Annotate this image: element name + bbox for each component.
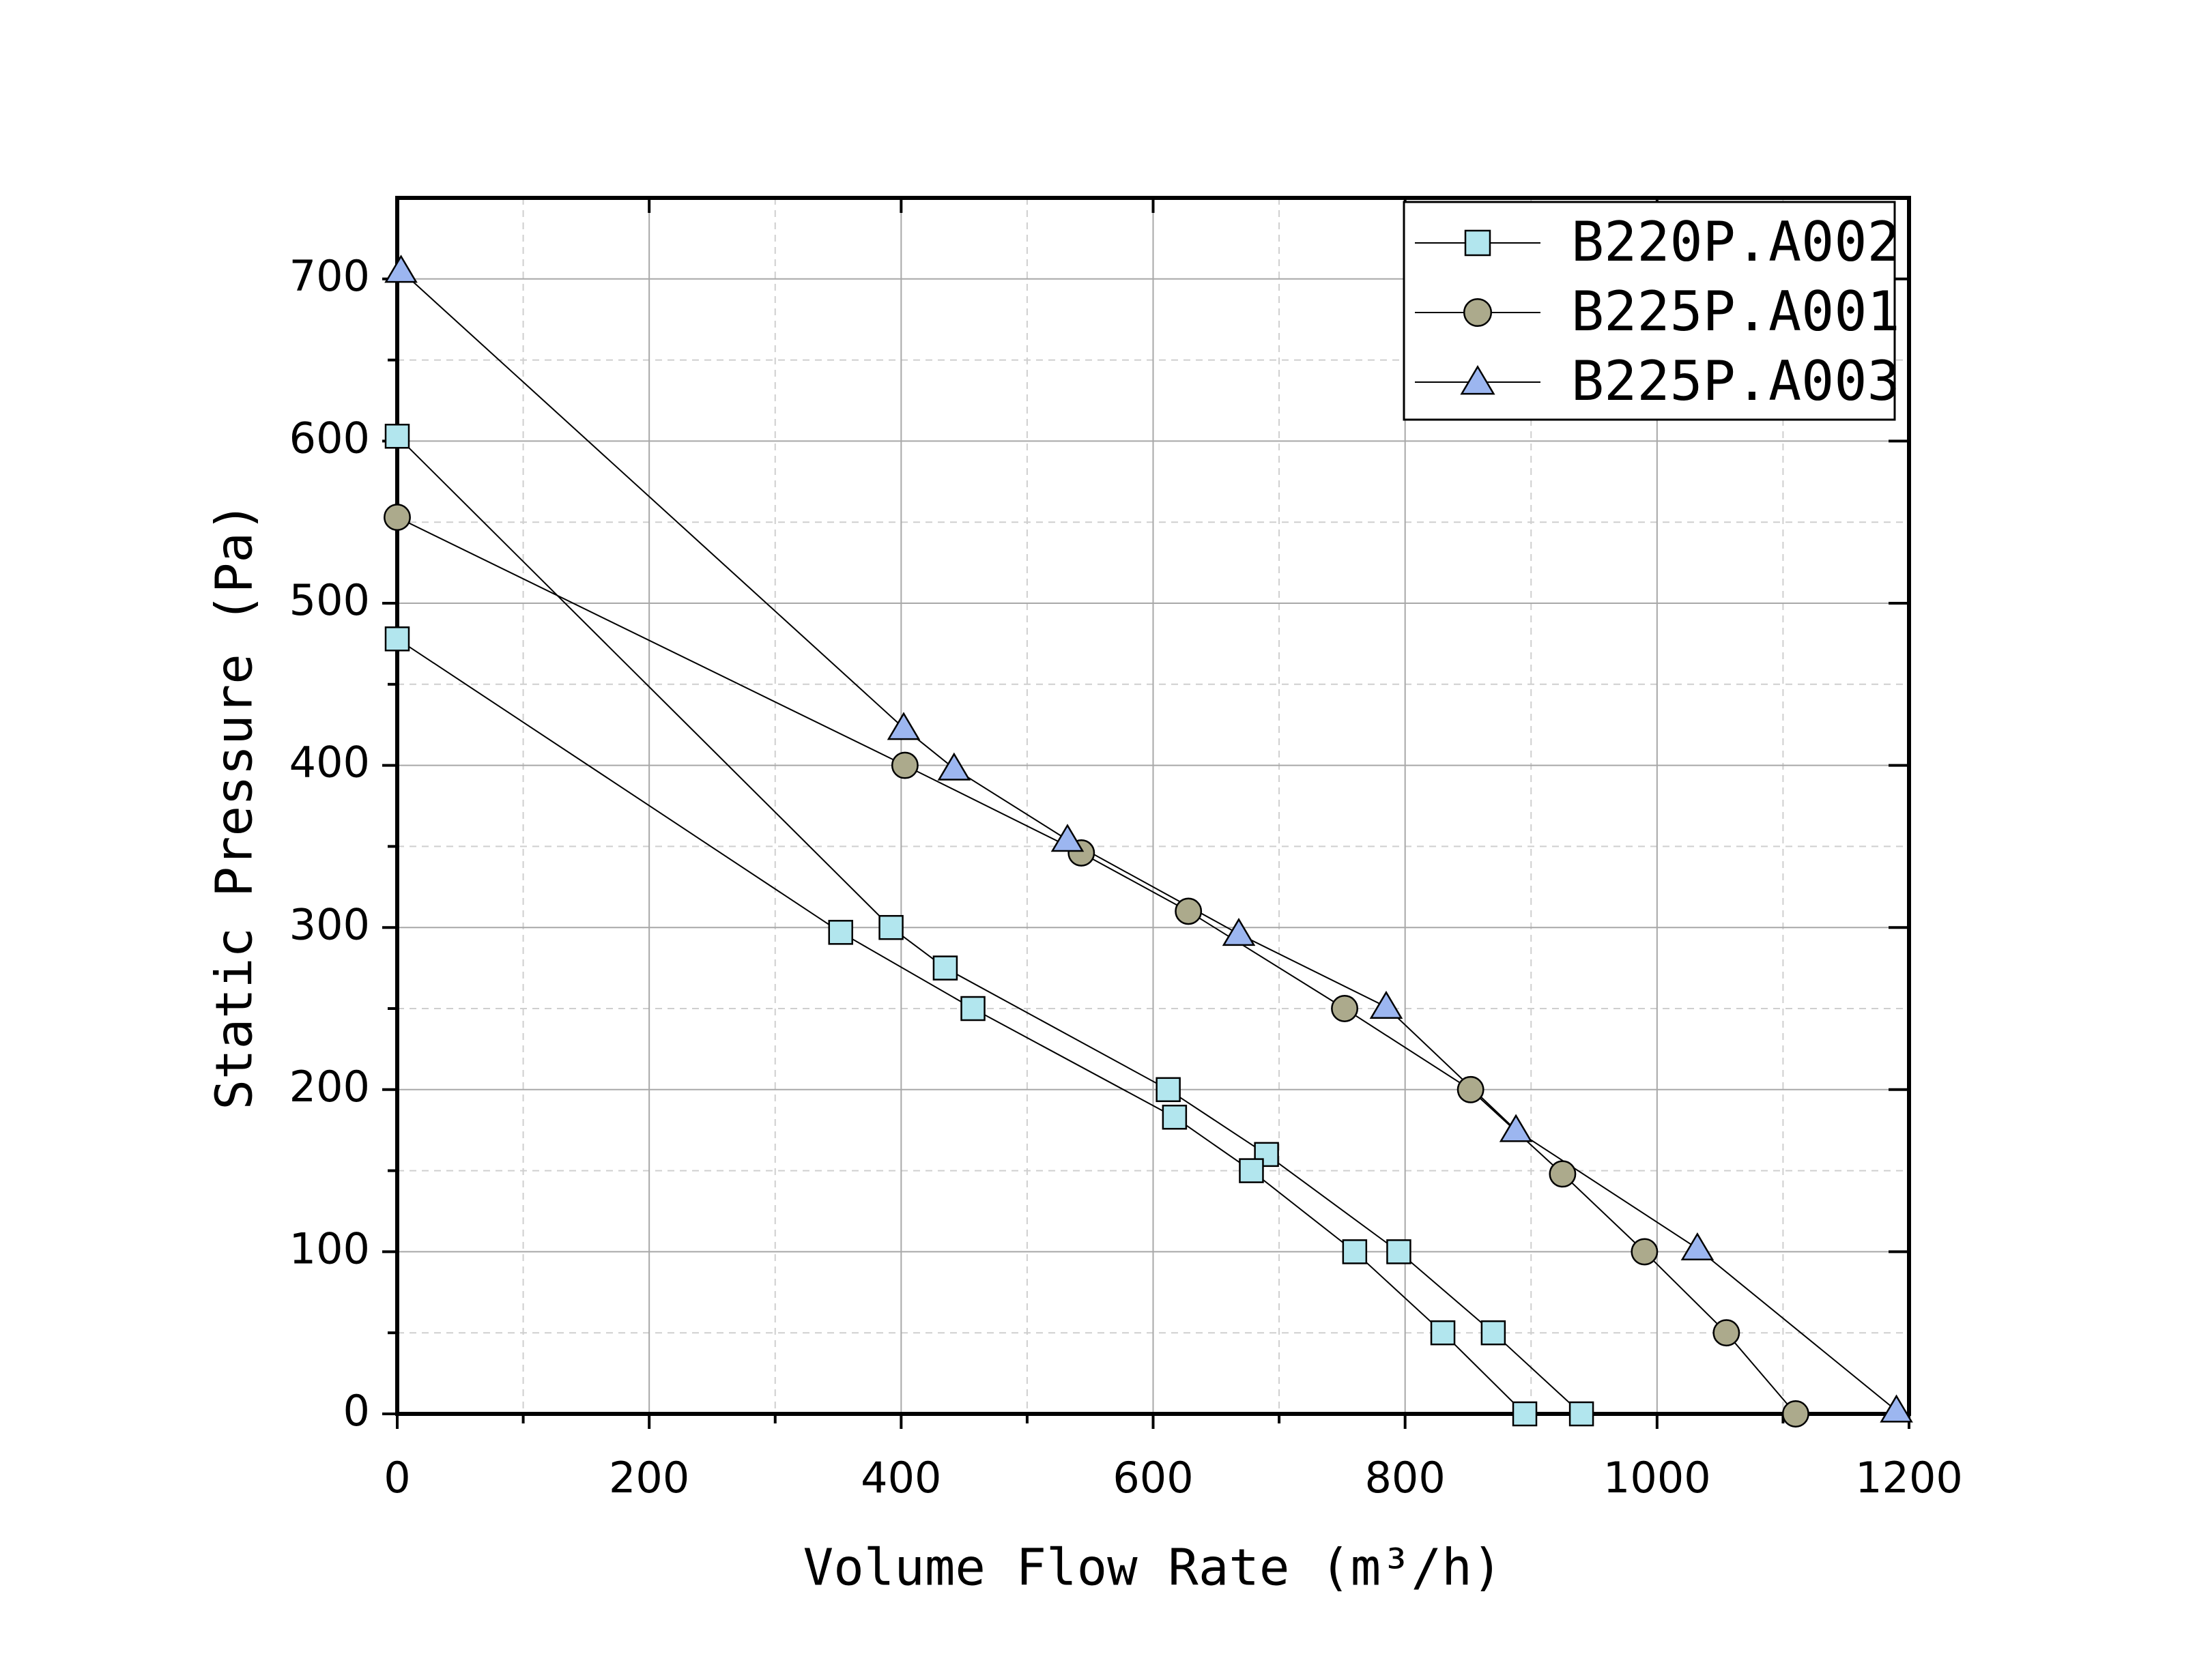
marker-circle [891, 751, 919, 779]
marker-square [1480, 1320, 1506, 1346]
marker-circle [1549, 1160, 1577, 1188]
marker-square [384, 626, 410, 652]
marker-square [1239, 1158, 1264, 1183]
series-line [397, 435, 1582, 1415]
marker-circle [1712, 1319, 1740, 1347]
y-tick-label: 500 [289, 575, 370, 625]
marker-square [1342, 1239, 1368, 1264]
marker-circle [384, 504, 411, 532]
marker-triangle [1050, 824, 1085, 852]
marker-circle [1631, 1238, 1659, 1266]
x-tick-label: 600 [1113, 1453, 1193, 1503]
marker-square [878, 914, 904, 940]
series-line [397, 517, 1796, 1415]
x-tick-label: 0 [384, 1453, 410, 1503]
legend-label: B220P.A002 [1571, 210, 1900, 274]
y-tick-label: 400 [289, 738, 370, 787]
x-tick-label: 800 [1364, 1453, 1445, 1503]
x-tick-label: 400 [861, 1453, 941, 1503]
marker-square [1386, 1239, 1411, 1264]
marker-square [932, 955, 958, 981]
marker-triangle [1222, 917, 1256, 946]
marker-square [1464, 229, 1491, 257]
y-tick-label: 200 [289, 1062, 370, 1112]
legend-label: B225P.A001 [1571, 280, 1900, 343]
legend-label: B225P.A003 [1571, 349, 1900, 413]
marker-triangle [1880, 1394, 1913, 1423]
marker-square [1156, 1077, 1181, 1103]
series-line [400, 270, 1897, 1412]
x-tick-label: 200 [609, 1453, 689, 1503]
marker-triangle [1680, 1232, 1715, 1261]
marker-triangle [887, 712, 921, 740]
marker-triangle [937, 752, 971, 781]
y-tick-label: 100 [289, 1223, 370, 1273]
marker-circle [1175, 897, 1203, 925]
marker-triangle [1499, 1114, 1533, 1142]
marker-square [828, 920, 853, 945]
marker-triangle [1460, 365, 1495, 395]
marker-square [1512, 1401, 1538, 1427]
plot-layer: 0 200 400 600 800 1000 1200 0 100 200 300 400 500 600… [289, 196, 1963, 1503]
marker-circle [1457, 1075, 1484, 1103]
y-tick-label: 300 [289, 899, 370, 949]
marker-square [960, 996, 986, 1022]
y-tick-label: 0 [343, 1386, 370, 1436]
marker-circle [1781, 1400, 1809, 1428]
y-tick-label: 600 [289, 413, 370, 463]
marker-circle [1463, 298, 1493, 328]
x-tick-label: 1200 [1855, 1453, 1963, 1503]
marker-square [1162, 1104, 1188, 1130]
marker-square [384, 424, 410, 449]
marker-triangle [1369, 990, 1403, 1019]
y-tick-label: 700 [289, 251, 370, 301]
y-axis-title: Static Pressure (Pa) [205, 502, 264, 1110]
plot-frame [395, 196, 1911, 1416]
x-axis-title: Volume Flow Rate (m³/h) [803, 1539, 1503, 1597]
x-tick-label: 1000 [1603, 1453, 1711, 1503]
marker-triangle [384, 255, 418, 283]
marker-square [1568, 1401, 1594, 1427]
marker-circle [1331, 995, 1359, 1022]
marker-square [1430, 1320, 1456, 1346]
